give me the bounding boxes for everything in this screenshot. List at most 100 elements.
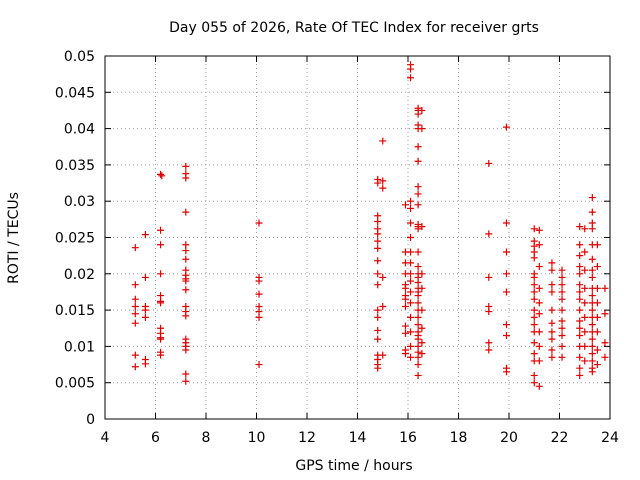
data-point xyxy=(581,357,589,365)
data-point xyxy=(581,284,589,292)
x-tick-label: 20 xyxy=(500,430,518,446)
x-tick-label: 12 xyxy=(298,430,316,446)
data-point xyxy=(401,350,409,358)
data-point xyxy=(530,281,538,289)
data-point xyxy=(548,335,556,343)
data-point xyxy=(414,263,422,271)
data-point xyxy=(414,183,422,191)
data-point xyxy=(558,295,566,303)
data-point xyxy=(407,313,415,321)
grid xyxy=(105,56,610,419)
data-point xyxy=(548,319,556,327)
data-point xyxy=(182,370,190,378)
data-point xyxy=(401,201,409,209)
data-point xyxy=(535,328,543,336)
data-point xyxy=(558,353,566,361)
x-tick-label: 8 xyxy=(202,430,211,446)
data-point xyxy=(418,106,426,114)
data-point xyxy=(414,225,422,233)
data-point xyxy=(379,302,387,310)
data-point xyxy=(588,350,596,358)
data-point xyxy=(588,194,596,202)
data-point xyxy=(485,159,493,167)
data-point xyxy=(414,157,422,165)
data-point xyxy=(593,361,601,369)
data-point xyxy=(414,361,422,369)
data-point xyxy=(182,162,190,170)
data-point xyxy=(414,371,422,379)
data-point xyxy=(548,346,556,354)
data-point xyxy=(530,350,538,358)
data-point xyxy=(588,255,596,263)
data-point xyxy=(418,324,426,332)
data-point xyxy=(581,299,589,307)
data-point xyxy=(576,252,584,260)
data-point xyxy=(530,379,538,387)
data-point xyxy=(157,335,165,343)
data-point xyxy=(530,371,538,379)
data-point xyxy=(182,346,190,354)
data-point xyxy=(535,310,543,318)
data-point xyxy=(576,332,584,340)
data-point xyxy=(158,172,166,180)
data-point xyxy=(414,248,422,256)
data-point xyxy=(601,284,609,292)
data-point xyxy=(374,230,382,238)
data-point xyxy=(374,364,382,372)
data-point xyxy=(418,350,426,358)
data-point xyxy=(131,281,139,289)
data-point xyxy=(182,174,190,182)
data-point xyxy=(157,299,165,307)
data-point xyxy=(401,329,409,337)
x-tick-labels: 4 6 8 10 12 14 16 18 20 22 24 xyxy=(101,430,619,446)
data-point xyxy=(593,284,601,292)
data-point xyxy=(588,306,596,314)
data-point xyxy=(530,254,538,262)
data-point xyxy=(535,357,543,365)
data-point xyxy=(407,259,415,267)
data-point xyxy=(593,328,601,336)
data-point xyxy=(157,241,165,249)
data-point xyxy=(588,266,596,274)
data-point xyxy=(548,328,556,336)
data-point xyxy=(576,288,584,296)
data-point xyxy=(502,332,510,340)
data-point xyxy=(588,357,596,365)
data-point xyxy=(157,270,165,278)
data-point xyxy=(581,342,589,350)
y-tick-label: 0.04 xyxy=(64,122,95,138)
data-point xyxy=(418,125,426,133)
plot-frame xyxy=(104,55,611,420)
data-point xyxy=(535,241,543,249)
data-point xyxy=(407,248,415,256)
data-point xyxy=(581,266,589,274)
data-point xyxy=(581,328,589,336)
data-point xyxy=(157,351,165,359)
data-point xyxy=(588,335,596,343)
data-point xyxy=(601,339,609,347)
data-point xyxy=(558,317,566,325)
data-point xyxy=(401,295,409,303)
data-point xyxy=(131,351,139,359)
data-point xyxy=(407,270,415,278)
data-point xyxy=(374,335,382,343)
data-point xyxy=(407,299,415,307)
data-point xyxy=(485,339,493,347)
data-point xyxy=(593,299,601,307)
data-point xyxy=(418,270,426,278)
x-tick-label: 18 xyxy=(450,430,468,446)
data-point xyxy=(157,226,165,234)
data-point xyxy=(588,292,596,300)
data-point xyxy=(576,306,584,314)
data-point xyxy=(374,218,382,226)
data-point xyxy=(131,244,139,252)
data-point xyxy=(414,292,422,300)
x-axis-label: GPS time / hours xyxy=(295,458,412,474)
data-point xyxy=(502,123,510,131)
data-point xyxy=(182,255,190,263)
data-point xyxy=(530,313,538,321)
data-point xyxy=(576,263,584,271)
data-point xyxy=(588,225,596,233)
data-point xyxy=(502,248,510,256)
